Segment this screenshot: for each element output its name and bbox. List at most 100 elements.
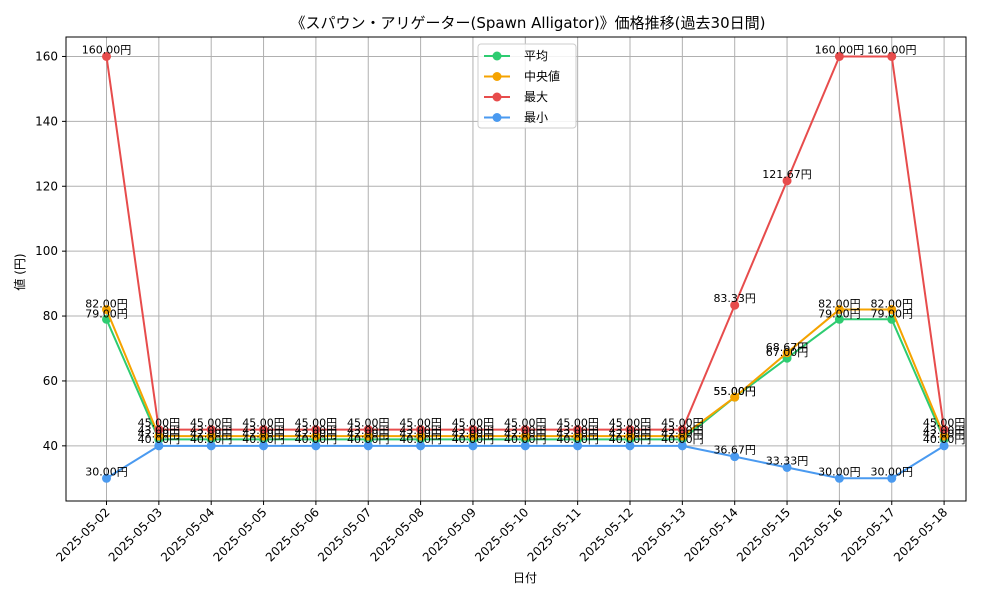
legend-marker bbox=[492, 72, 502, 81]
series-point bbox=[939, 441, 949, 451]
data-label: 40.00円 bbox=[556, 433, 599, 446]
annotation-label: 79.00円 bbox=[85, 307, 128, 320]
series-point bbox=[468, 441, 478, 451]
series-point bbox=[834, 305, 844, 315]
series-point bbox=[520, 441, 530, 451]
series-point bbox=[730, 392, 740, 402]
annotation-label: 42.00円 bbox=[504, 427, 547, 440]
data-label: 45.00円 bbox=[242, 417, 285, 430]
series-point bbox=[102, 473, 111, 483]
series-point bbox=[259, 441, 269, 451]
x-tick-label: 2025-05-02 bbox=[53, 505, 112, 564]
data-label: 30.00円 bbox=[871, 465, 914, 478]
y-tick-label: 40 bbox=[43, 439, 58, 453]
annotation-label: 67.00円 bbox=[766, 346, 809, 359]
annotation-label: 82.00円 bbox=[85, 298, 128, 311]
legend-marker bbox=[492, 113, 502, 122]
legend-marker bbox=[492, 92, 502, 102]
annotation-label: 68.67円 bbox=[766, 341, 809, 354]
y-tick-label: 100 bbox=[35, 244, 58, 258]
x-tick-label: 2025-05-03 bbox=[106, 505, 165, 564]
series-point bbox=[573, 425, 583, 435]
series-point bbox=[677, 425, 687, 435]
plot-frame bbox=[65, 36, 967, 502]
annotation-label: 42.00円 bbox=[609, 427, 652, 440]
legend-box bbox=[477, 43, 577, 129]
annotation-label: 42.00円 bbox=[242, 427, 285, 440]
series-point bbox=[730, 300, 740, 310]
annotation-label: 43.00円 bbox=[138, 424, 181, 437]
annotation-label: 43.00円 bbox=[242, 424, 285, 437]
data-label: 40.00円 bbox=[609, 433, 652, 446]
series-point bbox=[887, 305, 897, 315]
data-label: 160.00円 bbox=[867, 43, 917, 56]
annotation-label: 79.00円 bbox=[871, 307, 914, 320]
data-label: 160.00円 bbox=[815, 43, 865, 56]
series-point bbox=[625, 441, 635, 451]
series-point bbox=[154, 425, 164, 435]
series-point bbox=[154, 441, 164, 451]
annotation-label: 42.00円 bbox=[661, 427, 704, 440]
data-label: 40.00円 bbox=[138, 433, 181, 446]
series-point bbox=[677, 431, 687, 441]
annotation-label: 43.00円 bbox=[609, 424, 652, 437]
data-label: 45.00円 bbox=[138, 417, 181, 430]
series-point bbox=[887, 473, 897, 483]
data-label: 40.00円 bbox=[504, 433, 547, 446]
series-point bbox=[677, 441, 687, 451]
data-label: 40.00円 bbox=[452, 433, 495, 446]
series-point bbox=[311, 441, 321, 451]
annotation-label: 43.00円 bbox=[556, 424, 599, 437]
data-label: 36.67円 bbox=[713, 444, 756, 457]
series-point bbox=[154, 431, 164, 441]
annotation-label: 42.00円 bbox=[399, 427, 442, 440]
series-point bbox=[939, 431, 949, 441]
data-label: 40.00円 bbox=[661, 433, 704, 446]
annotation-label: 82.00円 bbox=[871, 298, 914, 311]
series-point bbox=[311, 431, 321, 441]
series-point bbox=[363, 425, 373, 435]
series-point bbox=[730, 452, 740, 462]
y-tick-label: 60 bbox=[43, 374, 58, 388]
data-label: 45.00円 bbox=[609, 417, 652, 430]
data-label: 45.00円 bbox=[923, 417, 966, 430]
legend-entry: 平均 bbox=[524, 49, 548, 63]
x-tick-label: 2025-05-08 bbox=[368, 505, 427, 564]
data-label: 83.33円 bbox=[713, 292, 756, 305]
legend-entry: 最大 bbox=[524, 90, 548, 104]
data-label: 30.00円 bbox=[818, 465, 861, 478]
x-tick-label: 2025-05-04 bbox=[158, 505, 217, 564]
legend-entry: 中央値 bbox=[524, 69, 560, 84]
y-tick-label: 120 bbox=[35, 179, 58, 193]
y-tick-label: 140 bbox=[35, 114, 58, 128]
x-tick-label: 2025-05-15 bbox=[734, 505, 793, 564]
legend-entry: 最小 bbox=[524, 111, 548, 125]
data-label: 30.00円 bbox=[85, 465, 128, 478]
series-point bbox=[782, 176, 792, 186]
data-label: 160.00円 bbox=[82, 43, 132, 56]
annotation-label: 42.00円 bbox=[190, 427, 233, 440]
data-label: 45.00円 bbox=[504, 417, 547, 430]
series-point bbox=[834, 51, 844, 61]
data-label: 40.00円 bbox=[295, 433, 338, 446]
annotation-label: 42.00円 bbox=[138, 427, 181, 440]
series-point bbox=[573, 441, 583, 451]
series-point bbox=[887, 51, 897, 61]
series-point bbox=[259, 431, 269, 441]
series-point bbox=[206, 425, 216, 435]
x-tick-label: 2025-05-13 bbox=[629, 505, 688, 564]
series-point bbox=[782, 462, 792, 472]
data-label: 40.00円 bbox=[923, 433, 966, 446]
x-tick-label: 2025-05-17 bbox=[839, 505, 898, 564]
series-point bbox=[468, 431, 478, 441]
series-point bbox=[573, 431, 583, 441]
x-tick-label: 2025-05-09 bbox=[420, 505, 479, 564]
annotation-label: 42.00円 bbox=[452, 427, 495, 440]
annotation-label: 43.00円 bbox=[399, 424, 442, 437]
chart-title: 《スパウン・アリゲーター(Spawn Alligator)》価格推移(過去30日… bbox=[291, 14, 766, 32]
annotation-label: 43.00円 bbox=[190, 424, 233, 437]
series-point bbox=[416, 425, 426, 435]
series-layer bbox=[102, 51, 949, 483]
series-point bbox=[625, 431, 635, 441]
